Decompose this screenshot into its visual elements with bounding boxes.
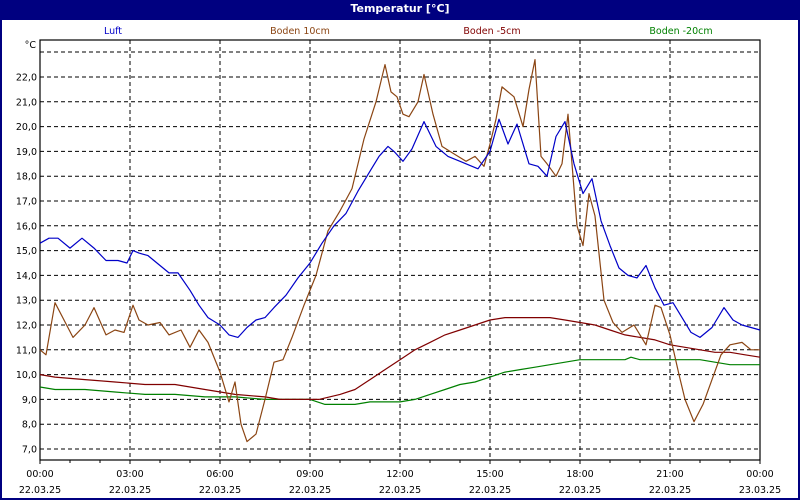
- x-tick-time: 06:00: [206, 469, 233, 480]
- x-tick-date: 22.03.25: [199, 485, 241, 496]
- y-tick-label: 10,0: [16, 370, 37, 381]
- series-line-boden-5cm: [39, 317, 761, 400]
- y-tick-label: 19,0: [16, 147, 37, 158]
- window-title-bar: Temperatur [°C]: [0, 0, 800, 20]
- y-tick-label: 22,0: [16, 73, 37, 84]
- y-tick-label: 15,0: [16, 246, 37, 257]
- x-tick-date: 22.03.25: [289, 485, 331, 496]
- x-tick-time: 15:00: [476, 469, 503, 480]
- y-tick-label: 7,0: [22, 445, 37, 456]
- series-line-boden-20cm: [39, 356, 760, 405]
- x-tick-date: 22.03.25: [19, 485, 61, 496]
- x-tick-date: 22.03.25: [109, 485, 151, 496]
- x-tick-time: 09:00: [296, 469, 323, 480]
- x-tick-date: 22.03.25: [649, 485, 691, 496]
- x-tick-time: 18:00: [566, 469, 593, 480]
- y-tick-label: 8,0: [22, 420, 37, 431]
- x-tick-time: 00:00: [26, 469, 53, 480]
- legend-item: Boden -20cm: [649, 26, 712, 37]
- x-tick-time: 12:00: [386, 469, 413, 480]
- y-tick-label: 14,0: [16, 271, 37, 282]
- series-line-boden-10cm: [39, 58, 760, 443]
- y-tick-label: 16,0: [16, 221, 37, 232]
- x-tick-date: 23.03.25: [739, 485, 781, 496]
- series-line-luft: [39, 118, 761, 338]
- x-tick-date: 22.03.25: [469, 485, 511, 496]
- legend-item: Luft: [104, 26, 122, 37]
- legend-item: Boden 10cm: [270, 26, 330, 37]
- x-tick-date: 22.03.25: [379, 485, 421, 496]
- y-tick-label: 18,0: [16, 172, 37, 183]
- y-tick-label: 11,0: [16, 345, 37, 356]
- legend-item: Boden -5cm: [463, 26, 520, 37]
- window-title: Temperatur [°C]: [350, 2, 450, 15]
- x-tick-time: 03:00: [116, 469, 143, 480]
- plot-frame: [39, 39, 761, 461]
- y-tick-label: 9,0: [22, 395, 37, 406]
- y-axis-unit-label: °C: [25, 40, 37, 51]
- x-tick-date: 22.03.25: [559, 485, 601, 496]
- y-tick-label: 13,0: [16, 296, 37, 307]
- x-tick-time: 00:00: [746, 469, 773, 480]
- y-tick-label: 21,0: [16, 97, 37, 108]
- y-tick-label: 12,0: [16, 321, 37, 332]
- x-tick-time: 21:00: [656, 469, 683, 480]
- y-tick-label: 17,0: [16, 197, 37, 208]
- y-tick-label: 20,0: [16, 122, 37, 133]
